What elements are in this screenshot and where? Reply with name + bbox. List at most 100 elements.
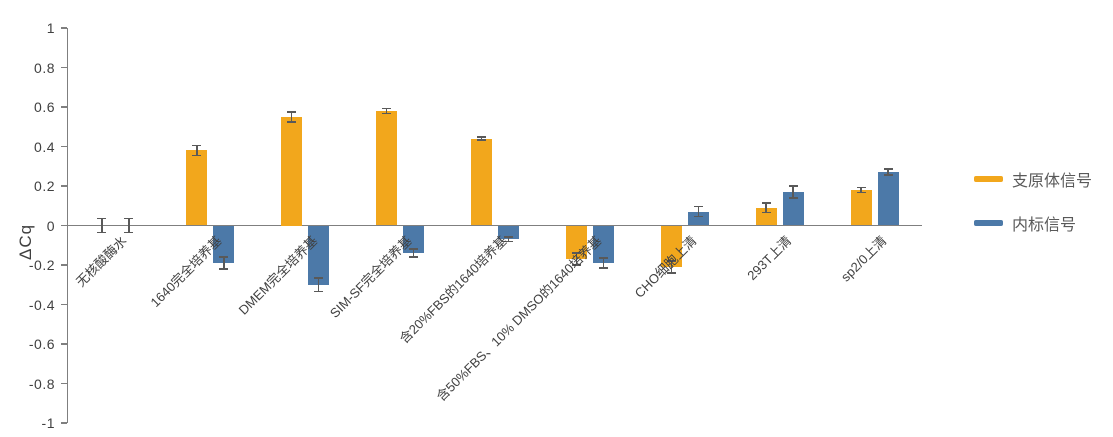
error-bar-line [792,186,794,198]
y-tick-label: 0 [46,217,55,234]
y-tick-mark [60,106,67,108]
error-bar-line [860,187,862,193]
error-bar-cap-bottom [598,267,608,269]
legend-item: 内标信号 [974,213,1092,234]
error-bar-line [223,257,225,269]
bar-mycoplasma-signal [471,138,492,226]
y-tick-label: 0.6 [34,99,55,115]
error-bar-cap-top [693,205,703,208]
error-bar-cap-top [666,260,676,262]
y-tick-mark [60,66,67,69]
category-label: DMEM完全培养基 [235,233,320,318]
error-bar-line [480,137,483,141]
error-bar-cap-top [382,107,392,110]
y-tick-label: -0.8 [28,375,55,392]
error-bar-cap-bottom [124,231,134,234]
error-bar-cap-top [314,277,324,279]
y-tick-label: -0.2 [28,257,55,273]
error-bar-line [412,249,415,258]
y-tick-mark [60,382,67,385]
error-bar-cap-top [192,144,202,147]
error-bar-cap-bottom [477,139,486,141]
legend-label: 内标信号 [1012,217,1077,234]
y-tick-label: -0.4 [28,296,55,313]
legend-swatch [974,220,1003,226]
error-bar-line [317,277,320,292]
y-tick-label: 0.4 [34,138,55,155]
bar-internal-signal [877,172,899,226]
y-tick-mark [60,224,67,227]
error-bar-cap-bottom [571,264,581,266]
error-bar-cap-bottom [314,290,324,293]
error-bar-line [385,108,388,114]
y-tick-mark [60,303,67,306]
error-bar-cap-top [856,186,866,189]
error-bar-cap-bottom [382,112,392,115]
category-label: 无核酸酶水 [73,233,131,290]
error-bar-cap-bottom [883,174,893,176]
y-tick-mark [60,264,67,266]
error-bar-cap-top [124,217,134,220]
bar-mycoplasma-signal [186,150,208,226]
error-bar-cap-top [219,256,229,258]
bar-internal-signal [213,225,235,264]
bar-internal-signal [498,225,519,240]
error-bar-cap-bottom [409,256,419,258]
error-bar-cap-top [97,217,107,220]
error-bar-cap-top [287,111,297,113]
error-bar-cap-bottom [693,215,703,218]
bar-mycoplasma-signal [660,225,682,267]
bar-internal-signal [403,225,425,254]
category-label: 293T上清 [744,233,795,283]
error-bar-line [575,253,578,265]
error-bar-line [196,145,198,156]
error-bar-cap-top [504,236,513,238]
error-bar-line [697,206,700,217]
error-bar-cap-bottom [192,154,202,157]
error-bar-cap-top [409,248,419,250]
bar-internal-signal [782,191,804,226]
error-bar-cap-top [598,257,608,259]
bar-mycoplasma-signal [755,207,777,226]
y-tick-label: -0.6 [28,336,55,352]
y-tick-mark [60,422,67,424]
bar-mycoplasma-signal [850,189,872,226]
error-bar-cap-top [761,202,771,204]
y-tick-mark [60,185,67,187]
category-label: SIM-SF完全培养基 [327,233,415,321]
bar-internal-signal [592,225,614,264]
bar-mycoplasma-signal [281,116,303,226]
error-bar-cap-bottom [219,268,229,270]
y-tick-label: 1 [46,20,55,36]
error-bar-cap-bottom [761,211,771,214]
error-bar-cap-top [883,168,893,170]
y-axis-line [66,28,68,423]
error-bar-line [670,261,673,273]
error-bar-cap-bottom [788,197,798,199]
error-bar-cap-bottom [666,272,676,274]
bar-mycoplasma-signal [376,110,398,226]
error-bar-cap-top [788,185,798,187]
category-label: sp2/0上清 [837,233,890,285]
error-bar-cap-top [477,136,486,138]
error-bar-line [101,218,103,233]
y-tick-mark [60,27,67,29]
bar-internal-signal [687,211,709,226]
x-axis-zero-line [68,224,922,227]
y-tick-label: -1 [41,415,55,431]
legend-label: 支原体信号 [1012,173,1093,190]
y-tick-mark [60,145,67,148]
error-bar-line [290,111,293,122]
bar-mycoplasma-signal [565,225,587,260]
error-bar-cap-top [571,252,581,254]
error-bar-line [765,202,767,213]
category-label: 含50%FBS、10% DMSO的1640培养基 [433,233,605,405]
bar-internal-signal [308,225,330,285]
error-bar-line [507,236,510,242]
error-bar-cap-bottom [287,121,297,123]
error-bar-line [887,169,889,176]
y-tick-label: 0.2 [34,178,55,194]
error-bar-cap-bottom [856,191,866,194]
